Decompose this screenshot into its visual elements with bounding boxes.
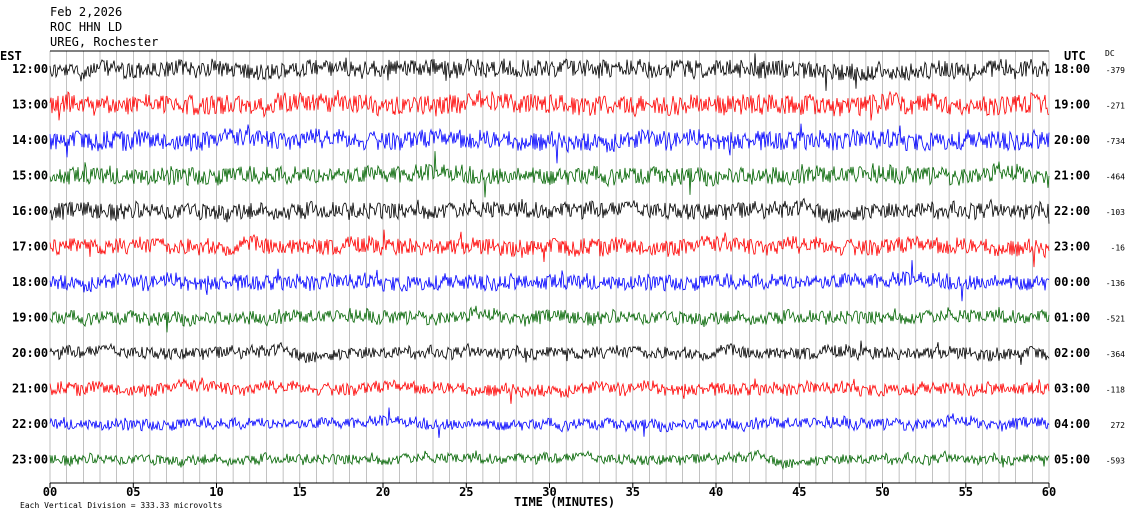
utc-hour-label: 03:00: [1054, 382, 1090, 396]
x-tick-label: 45: [792, 485, 806, 499]
est-hour-label: 19:00: [12, 311, 48, 325]
trace-line: [49, 53, 1050, 91]
est-hour-label: 17:00: [12, 240, 48, 254]
trace-line: [49, 377, 1050, 404]
x-tick-label: 30: [542, 485, 556, 499]
utc-hour-label: 22:00: [1054, 204, 1090, 218]
trace-line: [49, 340, 1050, 365]
trace-line: [49, 449, 1050, 470]
x-tick-label: 20: [376, 485, 390, 499]
trace-line: [49, 89, 1049, 121]
x-tick-label: 15: [293, 485, 307, 499]
x-tick-label: 05: [126, 485, 140, 499]
dc-offset-label: 272: [1111, 421, 1126, 430]
dc-offset-label: -734: [1106, 137, 1125, 146]
x-tick-label: 60: [1042, 485, 1056, 499]
utc-hour-label: 19:00: [1054, 98, 1090, 112]
x-tick-label: 40: [709, 485, 723, 499]
dc-offset-label: -118: [1106, 386, 1125, 395]
date-label: Feb 2,2026: [50, 5, 122, 19]
dc-offset-label: -464: [1106, 173, 1125, 182]
hour-row-labels: 12:00 18:00 -379 13:00 19:00 -271 14:00 20:00 -7…: [12, 62, 1125, 467]
trace-line: [49, 229, 1050, 268]
est-hour-label: 21:00: [12, 382, 48, 396]
x-tick-label: 25: [459, 485, 473, 499]
utc-hour-label: 00:00: [1054, 275, 1090, 289]
utc-hour-label: 01:00: [1054, 311, 1090, 325]
x-tick-label: 10: [209, 485, 223, 499]
dc-offset-label: -136: [1106, 279, 1125, 288]
est-axis-label: EST: [0, 49, 22, 63]
minute-gridlines: [49, 51, 1050, 483]
trace-line: [49, 305, 1050, 333]
vertical-division-note: Each Vertical Division = 333.33 microvol…: [20, 501, 222, 510]
utc-hour-label: 20:00: [1054, 133, 1090, 147]
utc-hour-label: 18:00: [1054, 62, 1090, 76]
utc-axis-label: UTC: [1064, 49, 1086, 63]
dc-header-label: DC: [1105, 49, 1115, 58]
x-axis-title: TIME (MINUTES): [514, 495, 615, 509]
x-tick-label: 55: [959, 485, 973, 499]
utc-hour-label: 23:00: [1054, 240, 1090, 254]
trace-line: [49, 197, 1050, 224]
est-hour-label: 12:00: [12, 62, 48, 76]
dc-offset-label: -103: [1106, 208, 1125, 217]
utc-hour-label: 02:00: [1054, 346, 1090, 360]
dc-offset-label: -521: [1106, 315, 1125, 324]
trace-line: [49, 407, 1050, 438]
est-hour-label: 14:00: [12, 133, 48, 147]
dc-offset-label: -593: [1106, 457, 1125, 466]
dc-offset-label: -379: [1106, 66, 1125, 75]
utc-hour-label: 21:00: [1054, 169, 1090, 183]
utc-hour-label: 05:00: [1054, 453, 1090, 467]
est-hour-label: 15:00: [12, 169, 48, 183]
station-label: ROC HHN LD: [50, 20, 122, 34]
seismic-traces: [49, 53, 1050, 470]
utc-hour-label: 04:00: [1054, 417, 1090, 431]
est-hour-label: 18:00: [12, 275, 48, 289]
x-tick-label: 00: [43, 485, 57, 499]
est-hour-label: 13:00: [12, 98, 48, 112]
est-hour-label: 23:00: [12, 453, 48, 467]
dc-offset-label: -271: [1106, 102, 1125, 111]
trace-line: [49, 123, 1050, 164]
x-tick-label: 50: [875, 485, 889, 499]
trace-line: [49, 260, 1050, 302]
est-hour-label: 20:00: [12, 346, 48, 360]
est-hour-label: 22:00: [12, 417, 48, 431]
est-hour-label: 16:00: [12, 204, 48, 218]
x-axis-ticks: 00 05 10 15 20 25 30 35 40 45 50 55 60: [43, 483, 1056, 499]
x-tick-label: 35: [626, 485, 640, 499]
dc-offset-label: -364: [1106, 350, 1125, 359]
dc-offset-label: -16: [1111, 244, 1126, 253]
location-label: UREG, Rochester: [50, 35, 158, 49]
trace-line: [49, 151, 1050, 198]
